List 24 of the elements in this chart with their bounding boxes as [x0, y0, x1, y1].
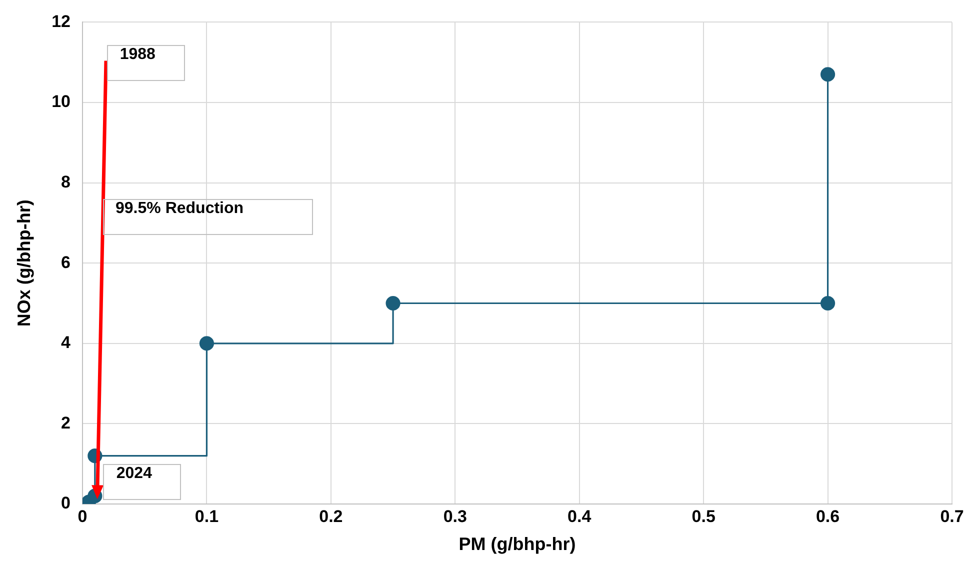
annotation: 2024	[103, 464, 182, 500]
point	[386, 296, 400, 311]
annotation: 99.5% Reduction	[102, 199, 312, 236]
point	[199, 336, 214, 351]
x-tick-label: 0	[78, 506, 88, 526]
y-tick-label: 8	[61, 172, 71, 192]
y-tick-label: 10	[52, 92, 71, 112]
x-tick-label: 0.7	[940, 506, 964, 526]
x-axis-title: PM (g/bhp-hr)	[458, 534, 576, 554]
annotation: 1988	[106, 45, 185, 82]
x-tick-label: 0.3	[443, 506, 467, 526]
y-axis-title: NOx (g/bhp-hr)	[14, 200, 34, 327]
x-tick-label: 0.1	[194, 506, 219, 526]
y-tick-label: 6	[61, 252, 71, 272]
y-tick-label: 2	[61, 413, 71, 432]
point	[820, 67, 836, 82]
y-tick-label: 4	[61, 333, 72, 352]
x-tick-label: 0.6	[816, 506, 840, 526]
y-tick-label: 12	[52, 12, 71, 31]
x-tick-label: 0.2	[319, 506, 343, 526]
y-tick-label: 0	[61, 494, 71, 513]
x-tick-label: 0.4	[568, 506, 592, 526]
x-tick-label: 0.5	[692, 506, 716, 526]
point	[820, 296, 836, 311]
